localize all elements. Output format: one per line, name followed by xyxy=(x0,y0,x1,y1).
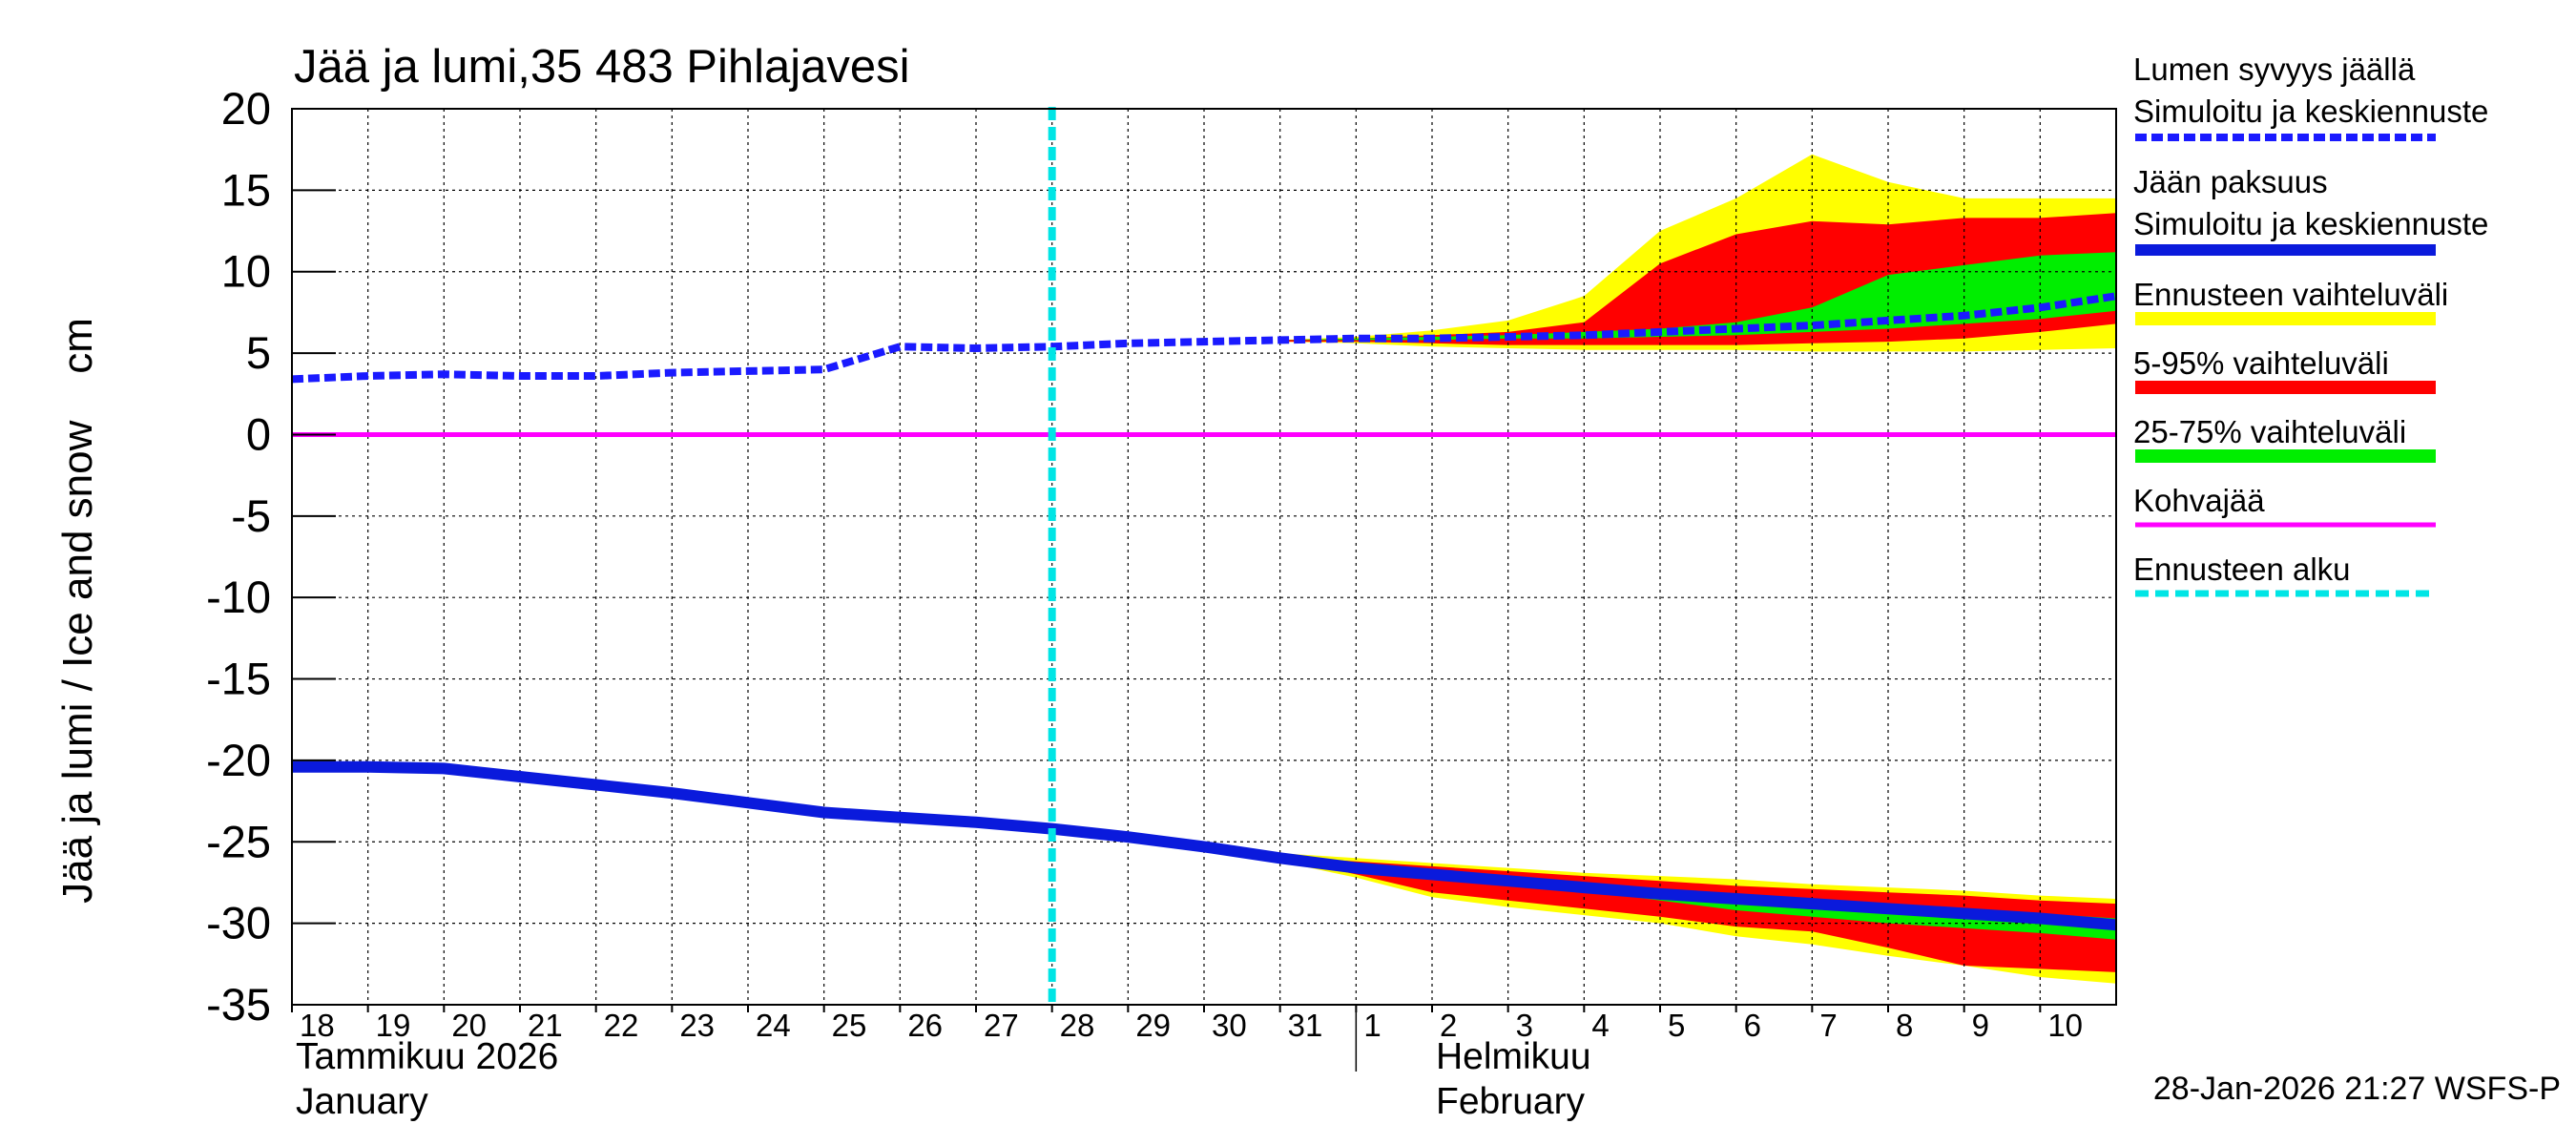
x-tick-label: 29 xyxy=(1135,1008,1171,1043)
grid xyxy=(292,109,2116,1005)
snow-depth-line xyxy=(291,292,2117,384)
month-label-en: January xyxy=(296,1081,428,1122)
x-tick-label: 3 xyxy=(1516,1008,1533,1043)
y-tick-label: -10 xyxy=(206,572,271,622)
legend-label: 5-95% vaihteluväli xyxy=(2133,345,2389,381)
y-tick-label: -35 xyxy=(206,979,271,1030)
x-tick-label: 1 xyxy=(1363,1008,1381,1043)
x-tick-label: 23 xyxy=(679,1008,715,1043)
x-tick-label: 7 xyxy=(1819,1008,1837,1043)
band-4 xyxy=(1279,856,2116,972)
legend-label: 25-75% vaihteluväli xyxy=(2133,414,2406,449)
month-label: Tammikuu 2026 xyxy=(296,1036,558,1077)
forecast-bands xyxy=(1279,154,2116,984)
y-tick-label: -15 xyxy=(206,654,271,704)
x-tick-label: 21 xyxy=(528,1008,563,1043)
x-tick-label: 20 xyxy=(451,1008,487,1043)
x-tick-label: 24 xyxy=(756,1008,791,1043)
legend-label: Jään paksuus xyxy=(2133,164,2328,199)
x-tick-label: 9 xyxy=(1972,1008,1989,1043)
x-tick-label: 28 xyxy=(1060,1008,1095,1043)
y-tick-label: -25 xyxy=(206,816,271,866)
y-tick-label: 5 xyxy=(246,327,271,378)
legend: Lumen syvyys jäällä Simuloitu ja keskienn… xyxy=(2133,52,2488,597)
x-tick-label: 5 xyxy=(1668,1008,1685,1043)
legend-label: Ennusteen vaihteluväli xyxy=(2133,277,2448,312)
band-2 xyxy=(1279,252,2116,341)
timestamp: 28-Jan-2026 21:27 WSFS-P xyxy=(2153,1071,2561,1107)
x-tick-label: 26 xyxy=(907,1008,943,1043)
x-tick-label: 8 xyxy=(1896,1008,1913,1043)
y-tick-label: 15 xyxy=(221,164,271,215)
x-tick-label: 10 xyxy=(2047,1008,2083,1043)
x-tick-label: 27 xyxy=(984,1008,1019,1043)
ice-thickness-line xyxy=(292,760,2117,931)
month-label: Helmikuu xyxy=(1436,1036,1591,1077)
x-tick-label: 30 xyxy=(1212,1008,1247,1043)
x-tick-label: 25 xyxy=(832,1008,867,1043)
x-tick-label: 6 xyxy=(1744,1008,1761,1043)
chart-title: Jää ja lumi,35 483 Pihlajavesi xyxy=(294,41,910,93)
x-tick-label: 4 xyxy=(1591,1008,1609,1043)
y-tick-label: 0 xyxy=(246,408,271,459)
legend-label: Ennusteen alku xyxy=(2133,552,2351,587)
y-tick-label: -5 xyxy=(231,490,271,541)
x-tick-label: 2 xyxy=(1440,1008,1457,1043)
y-axis-label: Jää ja lumi / Ice and snow cm xyxy=(54,318,101,904)
legend-label: Lumen syvyys jäällä xyxy=(2133,52,2416,87)
y-tick-label: 10 xyxy=(221,246,271,297)
legend-label: Simuloitu ja keskiennuste xyxy=(2133,206,2488,241)
x-tick-label: 18 xyxy=(300,1008,335,1043)
y-tick-label: -20 xyxy=(206,735,271,785)
x-tick-label: 31 xyxy=(1288,1008,1323,1043)
month-label-en: February xyxy=(1436,1081,1586,1122)
x-tick-label: 19 xyxy=(376,1008,411,1043)
legend-label: Kohvajää xyxy=(2133,483,2265,518)
x-tick-label: 22 xyxy=(604,1008,639,1043)
y-tick-label: -30 xyxy=(206,898,271,948)
series-lines xyxy=(291,107,2117,1005)
y-tick-label: 20 xyxy=(221,83,271,134)
legend-label: Simuloitu ja keskiennuste xyxy=(2133,94,2488,129)
